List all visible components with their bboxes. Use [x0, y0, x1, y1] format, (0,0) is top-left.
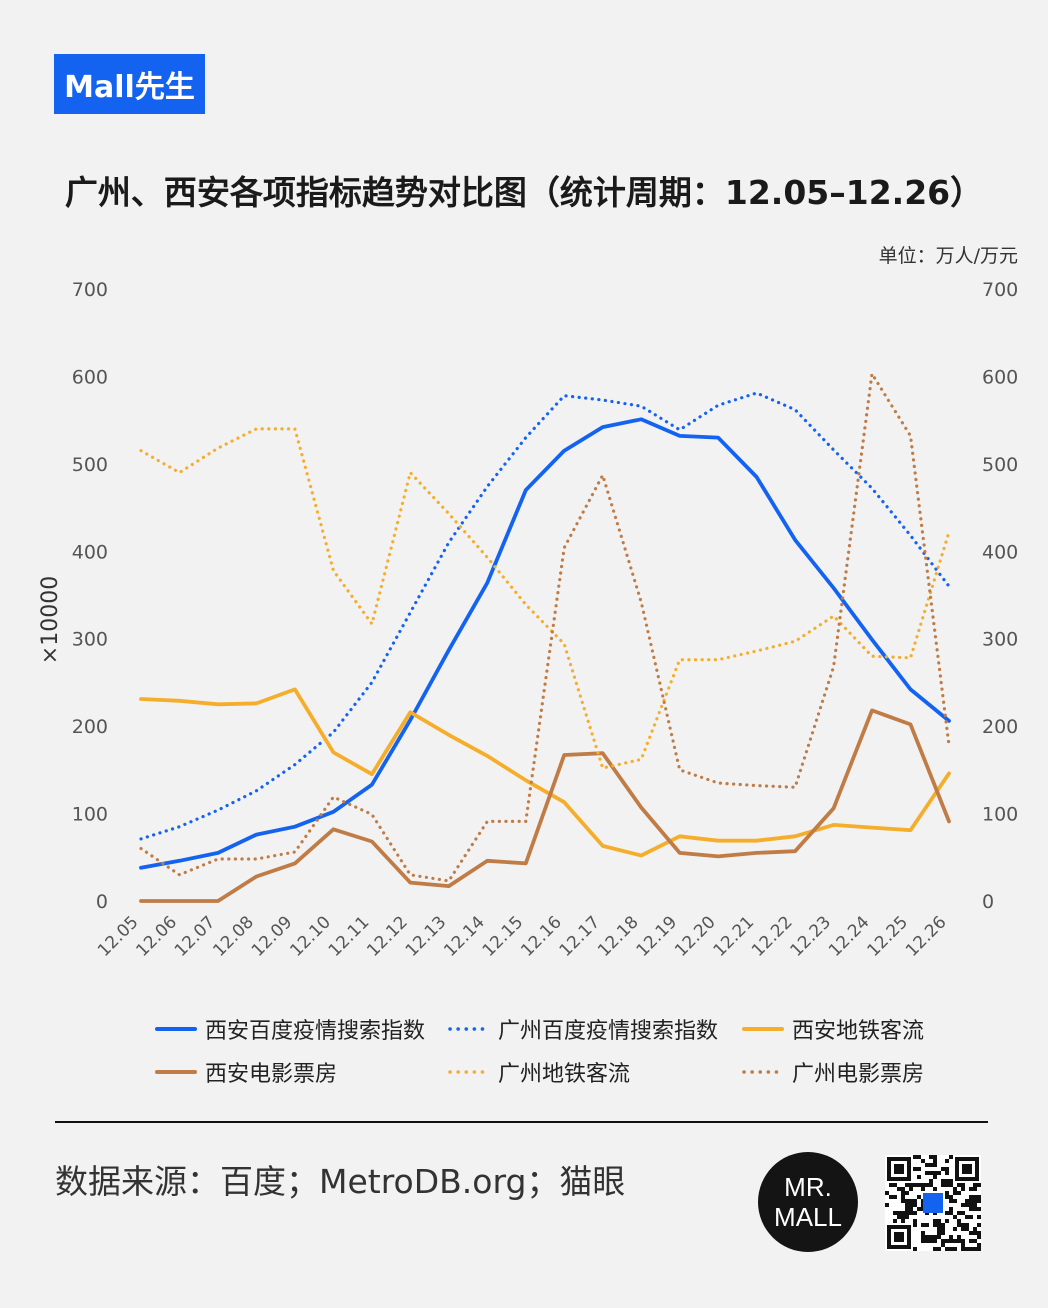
legend-swatch [448, 1070, 490, 1074]
legend-item-guangzhou-boxoffice: 广州电影票房 [742, 1056, 924, 1088]
x-tick-label: 12.15 [479, 912, 528, 961]
y-axis-right: 0 100 200 300 400 500 600 700 [982, 279, 1018, 913]
x-tick-label: 12.20 [671, 912, 720, 961]
brand-badge: Mall先生 [54, 54, 205, 114]
x-tick-label: 12.09 [248, 912, 297, 961]
legend-item-xian-baidu: 西安百度疫情搜索指数 [155, 1013, 425, 1045]
series-lines [139, 372, 951, 903]
x-tick-label: 12.08 [209, 912, 258, 961]
legend-label: 西安地铁客流 [792, 1019, 925, 1044]
y-tick-left: 0 [96, 891, 108, 913]
divider [55, 1121, 988, 1123]
x-tick-label: 12.18 [594, 912, 643, 961]
x-tick-label: 12.22 [748, 912, 797, 961]
brand-label: Mall先生 [64, 70, 195, 105]
unit-label: 单位：万人/万元 [878, 245, 1018, 267]
x-tick-label: 12.11 [325, 912, 374, 961]
mr-mall-logo: MR. MALL [758, 1152, 858, 1252]
legend-label: 广州地铁客流 [498, 1062, 631, 1087]
series-line [139, 427, 951, 770]
x-tick-label: 12.17 [556, 912, 605, 961]
legend-label: 西安电影票房 [205, 1062, 338, 1087]
series-line [139, 687, 951, 858]
x-axis: 12.0512.0612.0712.0812.0912.1012.1112.12… [94, 912, 951, 961]
chart-title: 广州、西安各项指标趋势对比图（统计周期：12.05–12.26） [64, 173, 984, 212]
y-tick-right: 200 [982, 716, 1018, 738]
series-line [139, 391, 951, 841]
y-tick-left: 200 [72, 716, 108, 738]
y-axis-left: 0 100 200 300 400 500 600 700 [72, 279, 108, 913]
y-tick-right: 300 [982, 629, 1018, 651]
legend-swatch [155, 1027, 197, 1031]
x-tick-label: 12.12 [363, 912, 412, 961]
x-tick-label: 12.21 [710, 912, 759, 961]
chart-legend: 西安百度疫情搜索指数 广州百度疫情搜索指数 西安地铁客流 西安电影票房 广州地铁… [0, 1002, 1048, 1102]
line-chart: 0 100 200 300 400 500 600 700 0 100 200 300 400 500 6… [38, 279, 1018, 961]
x-tick-label: 12.26 [902, 912, 951, 961]
y-tick-left: 700 [72, 279, 108, 301]
data-source: 数据来源：百度；MetroDB.org；猫眼 [55, 1162, 626, 1201]
logo-line-1: MR. [784, 1172, 832, 1202]
legend-label: 西安百度疫情搜索指数 [205, 1019, 426, 1044]
legend-item-xian-boxoffice: 西安电影票房 [155, 1056, 337, 1088]
logo-line-2: MALL [774, 1202, 842, 1232]
y-tick-right: 400 [982, 541, 1018, 563]
x-tick-label: 12.23 [787, 912, 836, 961]
x-tick-label: 12.05 [94, 912, 143, 961]
x-tick-label: 12.19 [633, 912, 682, 961]
y-tick-left: 500 [72, 454, 108, 476]
x-tick-label: 12.13 [402, 912, 451, 961]
series-line [139, 417, 951, 870]
legend-label: 广州电影票房 [792, 1062, 925, 1087]
series-line [139, 372, 951, 883]
y-tick-right: 500 [982, 454, 1018, 476]
y-tick-left: 400 [72, 541, 108, 563]
legend-swatch [448, 1027, 490, 1031]
x-tick-label: 12.10 [286, 912, 335, 961]
x-tick-label: 12.06 [132, 912, 181, 961]
y-tick-right: 0 [982, 891, 994, 913]
legend-swatch [742, 1027, 784, 1031]
x-tick-label: 12.16 [517, 912, 566, 961]
x-tick-label: 12.24 [825, 912, 874, 961]
legend-item-guangzhou-metro: 广州地铁客流 [448, 1056, 630, 1088]
legend-label: 广州百度疫情搜索指数 [498, 1019, 719, 1044]
y-tick-left: 600 [72, 366, 108, 388]
y-tick-left: 300 [72, 629, 108, 651]
y-axis-label: ×10000 [38, 576, 63, 664]
legend-item-guangzhou-baidu: 广州百度疫情搜索指数 [448, 1013, 718, 1045]
legend-swatch [742, 1070, 784, 1074]
legend-swatch [155, 1070, 197, 1074]
y-tick-right: 700 [982, 279, 1018, 301]
qr-code-icon [885, 1155, 981, 1251]
x-tick-label: 12.14 [440, 912, 489, 961]
x-tick-label: 12.07 [171, 912, 220, 961]
series-line [139, 708, 951, 903]
y-tick-left: 100 [72, 804, 108, 826]
x-tick-label: 12.25 [864, 912, 913, 961]
y-tick-right: 100 [982, 804, 1018, 826]
legend-item-xian-metro: 西安地铁客流 [742, 1013, 924, 1045]
y-tick-right: 600 [982, 366, 1018, 388]
